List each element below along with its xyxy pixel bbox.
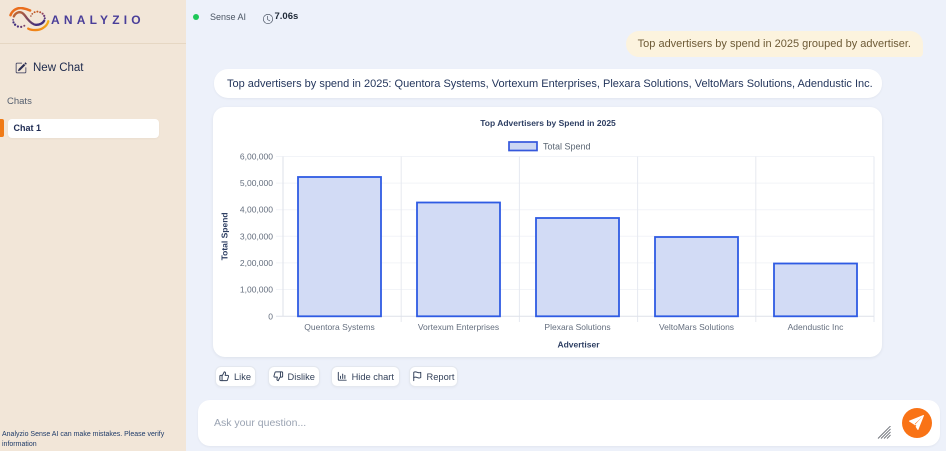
svg-text:3,00,000: 3,00,000 <box>240 231 273 241</box>
svg-text:Total Spend: Total Spend <box>543 142 591 152</box>
svg-text:VeltoMars Solutions: VeltoMars Solutions <box>659 322 734 332</box>
svg-text:5,00,000: 5,00,000 <box>240 178 273 188</box>
svg-text:Plexara Solutions: Plexara Solutions <box>544 322 610 332</box>
svg-text:Total Spend: Total Spend <box>220 212 230 260</box>
svg-text:0: 0 <box>268 311 273 321</box>
svg-text:Adendustic Inc: Adendustic Inc <box>788 322 845 332</box>
svg-text:4,00,000: 4,00,000 <box>240 205 273 215</box>
svg-text:Quentora Systems: Quentora Systems <box>304 322 374 332</box>
svg-text:6,00,000: 6,00,000 <box>240 152 273 162</box>
svg-text:Top Advertisers by Spend in 20: Top Advertisers by Spend in 2025 <box>480 118 616 128</box>
svg-text:Vortexum Enterprises: Vortexum Enterprises <box>418 322 499 332</box>
svg-text:2,00,000: 2,00,000 <box>240 258 273 268</box>
svg-text:Advertiser: Advertiser <box>557 340 600 350</box>
svg-text:1,00,000: 1,00,000 <box>240 285 273 295</box>
